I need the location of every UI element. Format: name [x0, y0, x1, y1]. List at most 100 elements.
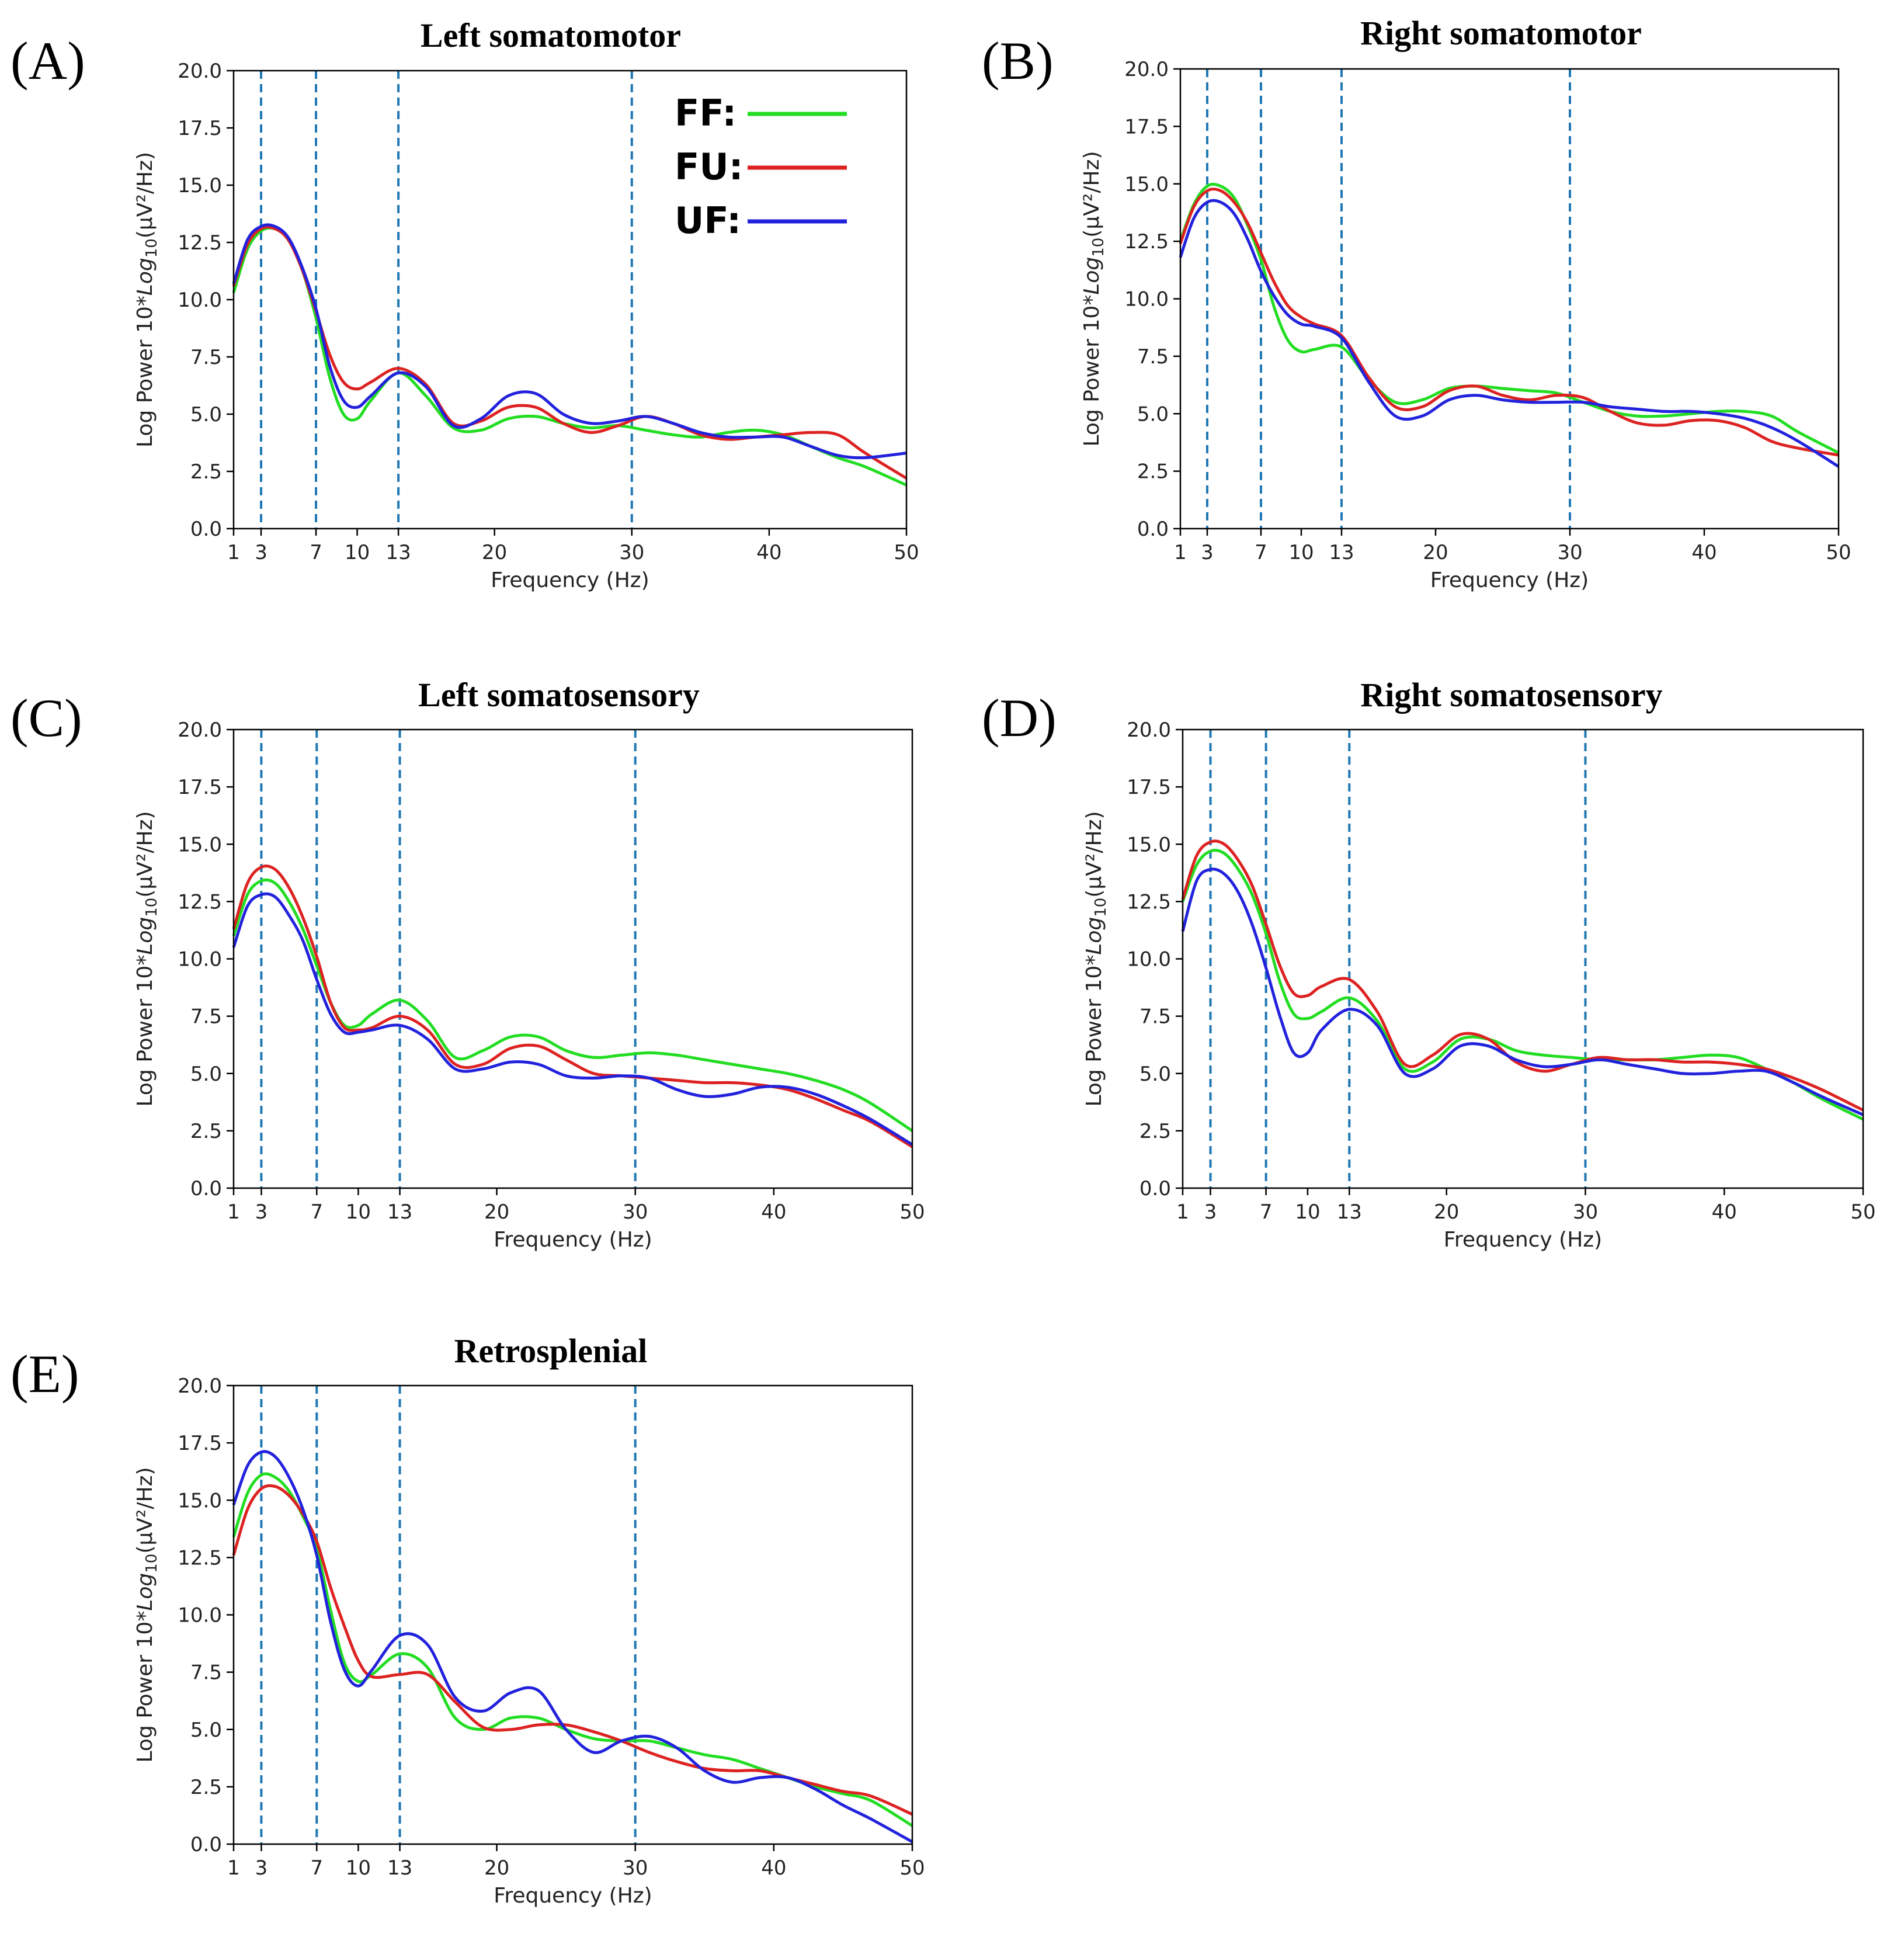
y-tick-label: 0.0: [190, 1833, 222, 1856]
y-axis-label-subscript: 10: [143, 898, 161, 917]
panel-letter: (D): [982, 688, 1057, 748]
y-axis-label: Log Power 10*Log10(μV²/Hz): [1080, 151, 1107, 446]
x-tick-label: 13: [1337, 1200, 1362, 1224]
x-tick-label: 30: [1557, 541, 1582, 564]
x-tick-label: 13: [387, 1856, 412, 1880]
y-tick-label: 2.5: [1139, 1120, 1171, 1143]
x-axis-label: Frequency (Hz): [494, 1884, 652, 1908]
y-axis-label-subscript: 10: [1090, 238, 1107, 257]
y-axis-label-prefix: Log Power 10*: [133, 1611, 157, 1763]
x-tick-label: 10: [346, 1200, 371, 1224]
x-tick-label: 7: [1260, 1200, 1273, 1224]
series-line-ff: [232, 1472, 913, 1827]
y-tick-label: 20.0: [1124, 58, 1169, 81]
y-axis-label: Log Power 10*Log10(μV²/Hz): [133, 152, 161, 447]
series-line-fu: [1179, 188, 1839, 457]
x-tick-label: 7: [310, 541, 322, 564]
y-tick-label: 20.0: [178, 718, 222, 742]
y-axis-label-log: Log: [1082, 917, 1106, 955]
y-tick-label: 2.5: [190, 1776, 222, 1799]
y-axis-label-unit: (μV²/Hz): [1080, 151, 1104, 237]
x-tick-label: 7: [310, 1856, 323, 1880]
y-tick-label: 7.5: [190, 346, 222, 369]
x-axis-label: Frequency (Hz): [494, 1228, 652, 1252]
series-line-uf: [1181, 867, 1864, 1116]
y-tick-label: 20.0: [178, 1374, 222, 1398]
y-tick-label: 7.5: [1139, 1005, 1171, 1029]
x-tick-label: 40: [1691, 541, 1717, 564]
y-tick-label: 12.5: [178, 1546, 222, 1570]
series-line-uf: [232, 223, 907, 460]
axes-frame: [232, 70, 908, 530]
x-tick-label: 1: [227, 1856, 240, 1880]
x-tick-label: 13: [387, 1200, 412, 1224]
x-tick-label: 10: [345, 541, 370, 564]
y-tick-label: 15.0: [178, 833, 222, 856]
x-tick-label: 30: [619, 541, 644, 564]
axes-frame: [232, 1384, 913, 1845]
legend-label: FF:: [675, 92, 736, 134]
x-tick-label: 7: [1255, 541, 1267, 564]
series-line-fu: [232, 225, 908, 480]
panel-letter: (A): [11, 31, 85, 91]
x-tick-label: 1: [227, 1200, 240, 1224]
y-tick-label: 15.0: [178, 174, 222, 197]
x-tick-label: 50: [1826, 541, 1851, 564]
y-tick-label: 12.5: [1127, 890, 1171, 914]
series-line-ff: [1181, 848, 1864, 1121]
x-tick-label: 3: [1204, 1200, 1217, 1224]
series-line-ff: [1179, 182, 1840, 454]
y-tick-label: 0.0: [190, 518, 222, 541]
x-tick-label: 40: [1712, 1200, 1737, 1224]
y-tick-label: 12.5: [1124, 230, 1169, 254]
y-tick-label: 17.5: [1127, 776, 1171, 799]
y-axis-label: Log Power 10*Log10(μV²/Hz): [133, 1467, 161, 1762]
y-tick-label: 5.0: [190, 1063, 222, 1086]
y-tick-label: 12.5: [178, 890, 222, 914]
x-tick-label: 20: [482, 541, 507, 564]
y-tick-label: 7.5: [1137, 345, 1169, 369]
y-tick-label: 15.0: [1127, 833, 1171, 856]
y-tick-label: 0.0: [1137, 518, 1169, 541]
axes-frame: [1182, 728, 1864, 1189]
y-axis-label-unit: (μV²/Hz): [1082, 811, 1106, 897]
panel-letter: (C): [11, 688, 82, 748]
y-axis-label-prefix: Log Power 10*: [133, 296, 157, 447]
y-tick-label: 17.5: [1124, 115, 1169, 138]
y-tick-label: 5.0: [190, 1719, 222, 1742]
x-tick-label: 10: [346, 1856, 371, 1880]
panel-letter: (E): [11, 1344, 79, 1404]
series-line-uf: [1179, 199, 1840, 468]
x-tick-label: 40: [756, 541, 781, 564]
x-tick-label: 30: [623, 1856, 648, 1880]
x-tick-label: 1: [227, 541, 240, 564]
y-tick-label: 17.5: [178, 1432, 222, 1455]
y-tick-label: 5.0: [190, 403, 222, 426]
y-tick-label: 12.5: [178, 231, 222, 255]
series-line-fu: [232, 864, 913, 1148]
y-tick-label: 5.0: [1139, 1063, 1171, 1086]
x-tick-label: 20: [484, 1200, 509, 1224]
series-line-fu: [232, 1484, 913, 1816]
y-tick-label: 20.0: [178, 60, 222, 83]
x-tick-label: 30: [623, 1200, 648, 1224]
x-axis-label: Frequency (Hz): [1430, 568, 1589, 592]
chart-panel: (D) Right somatosensory0.02.55.07.510.012…: [982, 676, 1876, 1252]
y-axis-label-unit: (μV²/Hz): [133, 811, 157, 897]
y-tick-label: 15.0: [1124, 173, 1169, 196]
x-tick-label: 1: [1176, 1200, 1189, 1224]
y-axis-label-log: Log: [133, 917, 157, 955]
y-tick-label: 7.5: [190, 1005, 222, 1029]
x-tick-label: 40: [761, 1200, 786, 1224]
y-tick-label: 15.0: [178, 1489, 222, 1512]
y-tick-label: 2.5: [190, 460, 222, 484]
y-tick-label: 7.5: [190, 1661, 222, 1685]
series-line-ff: [232, 878, 913, 1132]
x-tick-label: 10: [1295, 1200, 1320, 1224]
chart-title: Right somatosensory: [1360, 676, 1662, 714]
y-tick-label: 10.0: [178, 289, 222, 312]
legend-label: UF:: [675, 199, 741, 242]
y-axis-label-prefix: Log Power 10*: [1082, 955, 1106, 1107]
x-axis-label: Frequency (Hz): [491, 568, 649, 592]
